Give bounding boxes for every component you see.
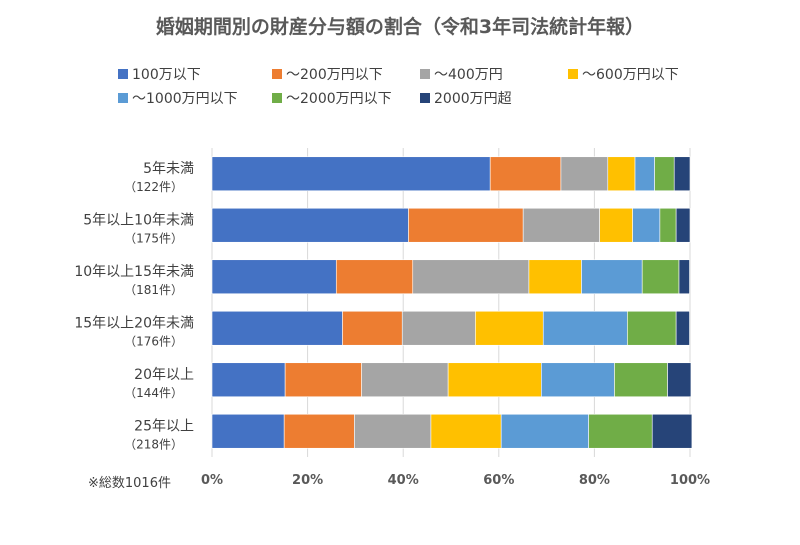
bar-segment	[667, 362, 692, 398]
x-tick-label: 0%	[201, 473, 223, 488]
bar-segment	[599, 207, 633, 243]
chart-title: 婚姻期間別の財産分与額の割合（令和3年司法統計年報）	[155, 16, 645, 38]
bar-segment	[588, 413, 653, 449]
total-count-note: ※総数1016件	[88, 476, 171, 491]
bar-segment	[489, 156, 562, 192]
bar-segment	[211, 259, 337, 295]
bar-segment	[284, 362, 362, 398]
bar-segment	[401, 310, 476, 346]
x-tick-label: 60%	[483, 473, 514, 488]
legend-item: 100万以下	[118, 64, 201, 84]
x-tick-label: 80%	[579, 473, 610, 488]
category-label: 15年以上20年未満	[74, 315, 194, 331]
legend-label: 〜400万円	[434, 67, 503, 83]
legend-swatch	[420, 93, 430, 103]
category-count-label: （176件）	[124, 334, 183, 348]
bar-segment	[211, 156, 491, 192]
legend-item: 〜200万円以下	[272, 64, 383, 84]
bar-segment	[283, 413, 355, 449]
bar-segment	[335, 259, 414, 295]
bar-segment	[354, 413, 432, 449]
bar-segment	[614, 362, 668, 398]
bar-segment	[412, 259, 530, 295]
x-tick-label: 40%	[388, 473, 419, 488]
legend-item: 〜400万円	[420, 64, 503, 84]
legend-item: 〜600万円以下	[568, 64, 679, 84]
bar-segment	[408, 207, 524, 243]
bar-segment	[560, 156, 609, 192]
bar-segment	[211, 362, 286, 398]
bar-segment	[430, 413, 502, 449]
x-tick-label: 20%	[292, 473, 323, 488]
legend-swatch	[272, 69, 282, 79]
bar-segment	[675, 207, 691, 243]
category-label: 20年以上	[134, 367, 194, 383]
bar-segment	[542, 310, 628, 346]
category-label: 5年以上10年未満	[83, 212, 194, 228]
category-label: 25年以上	[134, 418, 194, 434]
bar-segment	[211, 207, 409, 243]
bar-segment	[651, 413, 693, 449]
bar-segment	[673, 156, 691, 192]
category-count-label: （122件）	[124, 180, 183, 194]
bar-segment	[528, 259, 582, 295]
legend-swatch	[272, 93, 282, 103]
category-count-label: （181件）	[124, 283, 183, 297]
bar-segment	[627, 310, 677, 346]
bar-segment	[654, 156, 675, 192]
legend-swatch	[118, 69, 128, 79]
bar-segment	[641, 259, 680, 295]
bar-segment	[659, 207, 677, 243]
bar-segment	[607, 156, 636, 192]
legend-label: 〜200万円以下	[286, 67, 383, 83]
legend-label: 2000万円超	[434, 91, 512, 107]
bar-segment	[361, 362, 449, 398]
category-count-label: （144件）	[124, 386, 183, 400]
bar-segment	[675, 310, 690, 346]
bar-segment	[634, 156, 655, 192]
legend-swatch	[420, 69, 430, 79]
bar-segment	[678, 259, 690, 295]
category-count-label: （218件）	[124, 437, 183, 451]
legend-item: 〜1000万円以下	[118, 88, 238, 108]
category-label: 5年未満	[143, 161, 194, 177]
bar-segment	[211, 413, 285, 449]
bar-segment	[581, 259, 643, 295]
category-count-label: （175件）	[124, 231, 183, 245]
x-tick-label: 100%	[670, 473, 710, 488]
bar-segment	[447, 362, 542, 398]
bar-segment	[541, 362, 615, 398]
bar-segment	[342, 310, 403, 346]
legend-label: 〜2000万円以下	[286, 91, 392, 107]
legend-swatch	[568, 69, 578, 79]
legend-label: 〜1000万円以下	[132, 91, 238, 107]
legend-item: 2000万円超	[420, 88, 512, 108]
bar-segment	[522, 207, 600, 243]
legend-swatch	[118, 93, 128, 103]
legend-label: 〜600万円以下	[582, 67, 679, 83]
bar-segment	[475, 310, 544, 346]
bar-segment	[211, 310, 343, 346]
legend-item: 〜2000万円以下	[272, 88, 392, 108]
category-label: 10年以上15年未満	[74, 264, 194, 280]
bar-segment	[500, 413, 589, 449]
legend-label: 100万以下	[132, 67, 201, 83]
bar-segment	[632, 207, 661, 243]
